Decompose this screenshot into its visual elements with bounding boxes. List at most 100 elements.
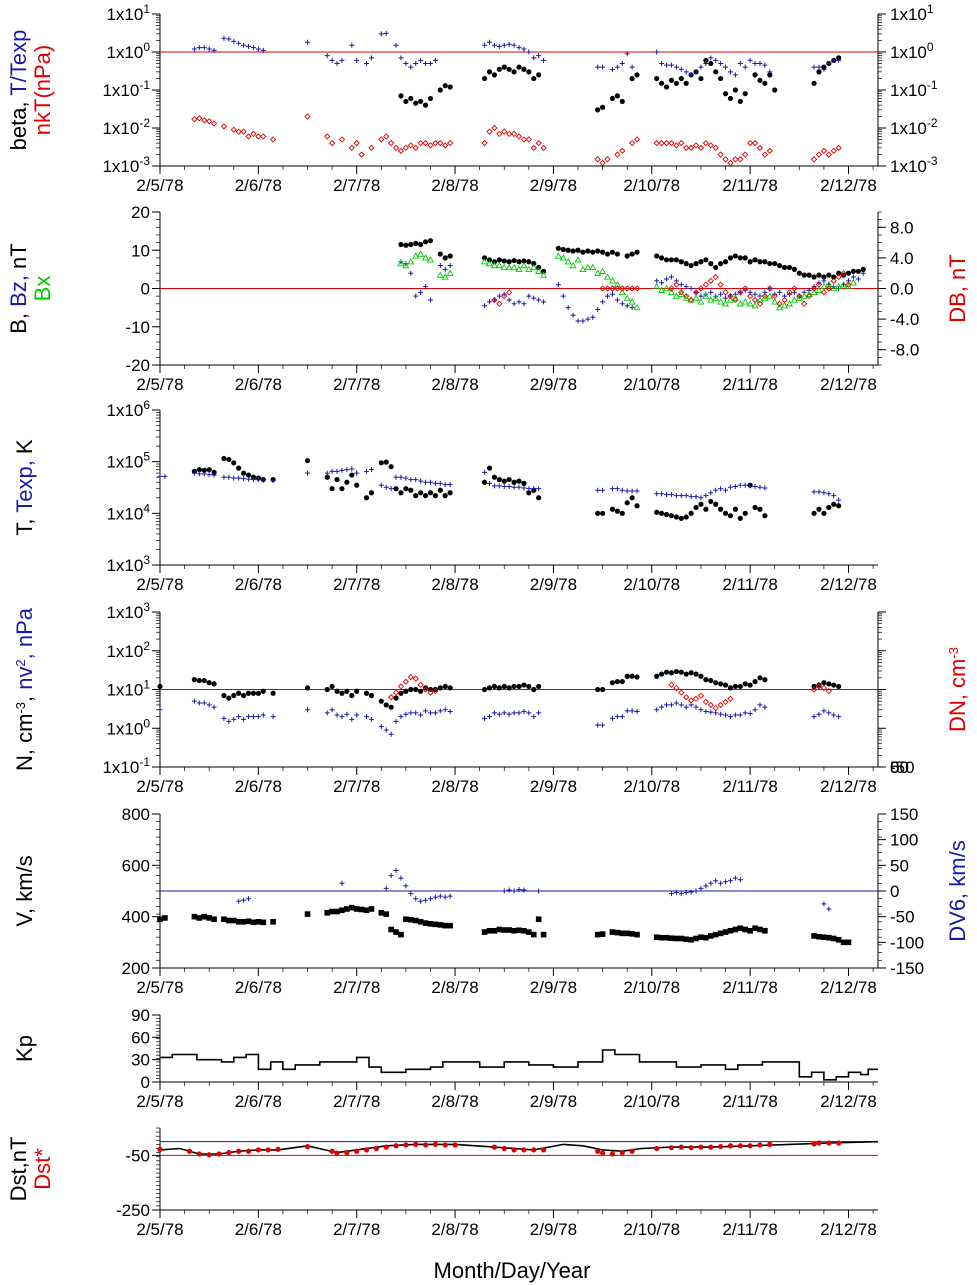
data-point [442,1142,448,1148]
y-axis-title-part: nv [12,667,37,690]
data-point [211,916,217,923]
data-point [668,77,675,83]
data-point [820,282,828,290]
data-point [752,504,758,511]
data-point [427,297,433,303]
data-point [609,1151,616,1157]
data-point [810,686,818,693]
data-point [731,294,739,301]
data-point [727,927,734,934]
data-point [683,80,689,86]
x-tick-label: 2/9/78 [530,1220,577,1239]
x-tick-label: 2/11/78 [722,978,777,997]
data-point [658,139,665,147]
series-plus-blue [236,867,832,912]
data-point [506,887,512,893]
data-point [191,116,198,123]
y-tick-label: 0 [141,280,150,299]
data-point [752,707,758,713]
data-point [324,474,330,480]
data-point [727,293,734,300]
data-point [496,476,502,483]
data-point [713,57,719,63]
data-point [683,284,689,290]
data-point [348,904,355,911]
data-point [629,488,635,494]
data-point [211,47,217,53]
data-point [511,479,517,485]
data-point [329,486,335,492]
data-point [378,136,385,143]
data-point [762,62,768,68]
data-point [663,511,670,518]
data-point [717,151,724,158]
data-point [600,722,606,728]
data-point [723,64,729,70]
data-point [781,296,788,304]
data-point [654,707,660,713]
data-point [751,296,759,304]
data-point [437,893,443,899]
data-point [530,263,538,271]
data-point [505,263,513,271]
data-point [157,683,163,690]
data-point [826,1140,832,1146]
data-point [413,896,419,902]
data-point [536,53,542,59]
data-point [221,474,227,480]
data-point [413,60,419,66]
data-point [600,487,606,493]
data-point [354,712,360,718]
data-point [501,258,507,264]
data-point [393,1143,399,1149]
data-point [482,469,488,475]
data-point [221,35,227,41]
data-point [334,476,340,483]
data-point [501,293,508,300]
data-point [659,510,665,516]
data-point [708,261,714,267]
x-tick-label: 2/12/78 [820,1220,877,1239]
data-point [540,144,547,152]
data-point [826,272,832,278]
data-point [368,55,374,61]
x-axis-title: Month/Day/Year [434,1258,591,1283]
data-point [383,30,389,36]
data-point [535,916,542,923]
data-point [511,257,517,264]
data-point [668,702,674,708]
data-point [766,285,773,292]
y-axis-title-part: -3 [13,702,28,714]
data-point [495,261,503,269]
data-point [427,710,433,716]
data-point [339,486,345,492]
data-point [270,478,276,484]
data-point [673,142,680,149]
x-tick-label: 2/8/78 [431,176,478,195]
data-point [810,156,818,163]
data-point [393,474,399,480]
data-point [236,40,242,46]
data-point [447,139,454,147]
data-point [619,60,625,66]
data-point [403,475,409,481]
data-point [703,257,709,263]
data-point [496,66,502,72]
data-point [413,686,419,693]
data-point [737,1143,743,1149]
x-tick-label: 2/11/78 [722,1220,777,1239]
y-axis-title: beta, T/Texp [6,30,31,151]
data-point [820,289,828,296]
data-point [757,926,763,933]
data-point [663,84,670,90]
data-point [339,57,345,63]
data-point [667,288,676,295]
data-point [196,1151,202,1157]
data-point [481,929,488,935]
data-point [354,57,360,63]
data-point [422,493,429,499]
data-point [536,297,542,303]
data-point [304,685,311,691]
data-point [408,477,414,483]
data-point [718,880,724,886]
